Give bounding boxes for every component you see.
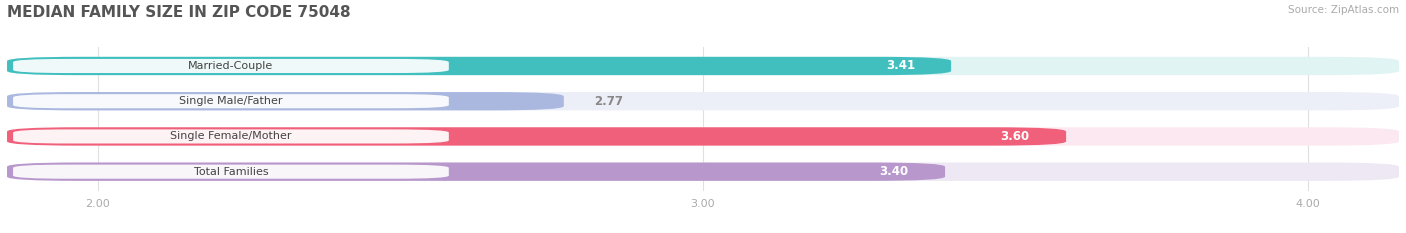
FancyBboxPatch shape [7, 92, 564, 110]
FancyBboxPatch shape [7, 57, 1399, 75]
FancyBboxPatch shape [7, 163, 1399, 181]
FancyBboxPatch shape [7, 163, 945, 181]
FancyBboxPatch shape [13, 94, 449, 108]
Text: Source: ZipAtlas.com: Source: ZipAtlas.com [1288, 5, 1399, 15]
Text: Married-Couple: Married-Couple [188, 61, 274, 71]
Text: 3.60: 3.60 [1001, 130, 1029, 143]
FancyBboxPatch shape [7, 127, 1066, 146]
Text: Single Female/Mother: Single Female/Mother [170, 131, 291, 141]
FancyBboxPatch shape [7, 57, 950, 75]
Text: 3.40: 3.40 [880, 165, 908, 178]
Text: Single Male/Father: Single Male/Father [179, 96, 283, 106]
Text: Total Families: Total Families [194, 167, 269, 177]
FancyBboxPatch shape [13, 59, 449, 73]
Text: MEDIAN FAMILY SIZE IN ZIP CODE 75048: MEDIAN FAMILY SIZE IN ZIP CODE 75048 [7, 5, 350, 20]
FancyBboxPatch shape [7, 127, 1399, 146]
FancyBboxPatch shape [7, 92, 1399, 110]
Text: 3.41: 3.41 [886, 59, 915, 72]
FancyBboxPatch shape [13, 129, 449, 144]
Text: 2.77: 2.77 [595, 95, 623, 108]
FancyBboxPatch shape [13, 165, 449, 179]
